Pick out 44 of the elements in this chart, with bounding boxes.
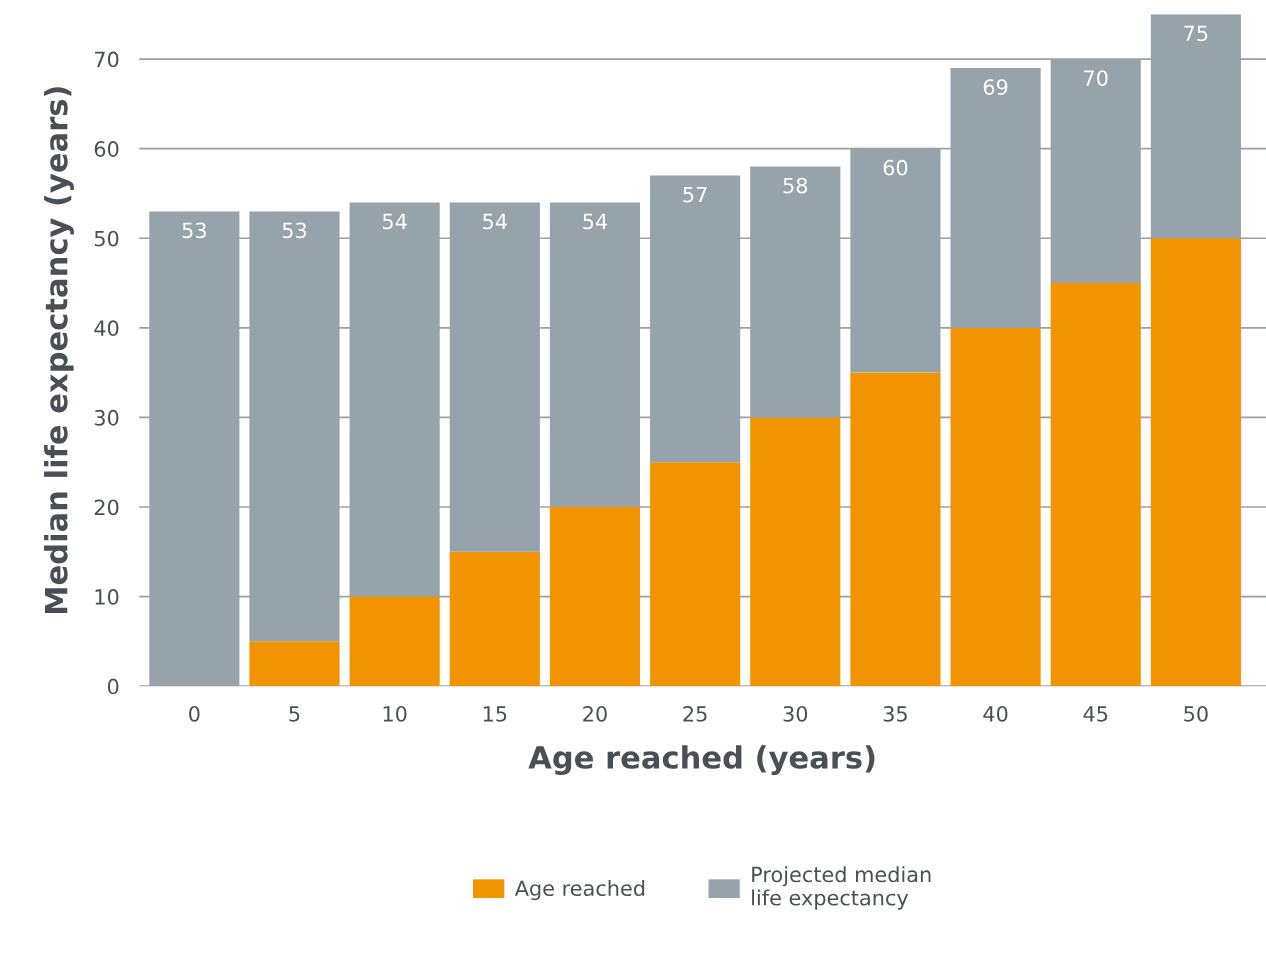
y-tick-label: 10 [95, 589, 119, 605]
total-label: 57 [683, 186, 707, 203]
total-label: 58 [783, 177, 808, 194]
x-tick-label: 50 [1184, 705, 1208, 722]
legend-label: Projected median life expectancy [752, 866, 931, 910]
y-tick-label: 40 [94, 320, 119, 337]
x-tick-label: 30 [783, 705, 808, 722]
y-tick-label: 30 [94, 409, 119, 426]
total-label: 53 [282, 222, 307, 239]
y-tick-label: 20 [94, 499, 119, 516]
total-label: 54 [483, 213, 507, 230]
total-label: 69 [983, 79, 1008, 95]
total-label: 75 [1184, 25, 1208, 42]
x-tick-label: 25 [683, 705, 707, 722]
x-tick-label: 0 [189, 705, 200, 722]
y-tick-label: 50 [94, 230, 119, 247]
total-label: 60 [883, 159, 908, 176]
x-tick-label: 45 [1083, 706, 1108, 722]
bar [249, 641, 340, 687]
legend-label: Age reached [514, 879, 645, 901]
total-label: 70 [1084, 70, 1108, 86]
total-label: 54 [383, 213, 407, 230]
bar [950, 327, 1041, 687]
x-tick-label: 5 [289, 706, 300, 722]
total-label: 54 [583, 213, 608, 230]
total-label: 53 [182, 222, 206, 239]
bar [449, 551, 540, 687]
bar [850, 372, 941, 687]
y-tick-label: 70 [95, 51, 119, 68]
bar [349, 596, 440, 687]
x-tick-label: 10 [383, 705, 407, 722]
bar [1150, 238, 1241, 687]
x-axis-title: Age reached (years) [528, 745, 875, 776]
bar [650, 462, 741, 687]
y-tick-label: 0 [107, 678, 119, 695]
x-tick-label: 40 [983, 705, 1008, 722]
x-tick-label: 20 [583, 705, 607, 722]
x-tick-label: 35 [883, 705, 907, 722]
bar [549, 507, 641, 687]
x-tick-label: 15 [483, 706, 507, 722]
y-axis-title: Median life expectancy (years) [44, 87, 74, 614]
y-tick-label: 60 [94, 141, 119, 157]
bar [750, 417, 841, 687]
bar [1050, 283, 1141, 687]
